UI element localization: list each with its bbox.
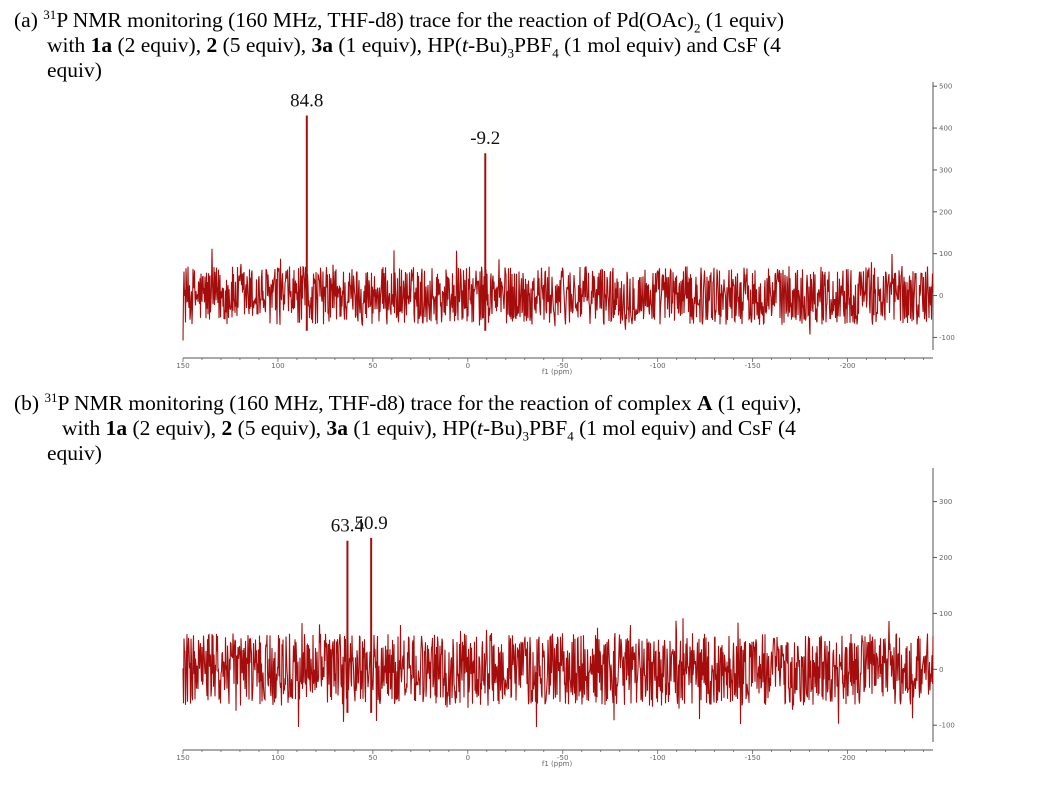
x-tick-label: 50 xyxy=(368,754,377,762)
caption-a-line2-run: (2 equiv), xyxy=(112,33,207,57)
caption-b-line2-run: 2 xyxy=(221,416,233,440)
y-tick-label: 100 xyxy=(939,250,952,258)
caption-b-sup: 31 xyxy=(44,389,58,405)
caption-b-end: (1 equiv), xyxy=(712,391,802,415)
y-tick-label: 0 xyxy=(939,666,943,674)
x-tick-label: -100 xyxy=(650,754,666,762)
caption-a-end: (1 equiv) xyxy=(700,8,785,32)
x-tick-label: 50 xyxy=(368,362,377,370)
x-tick-label: -150 xyxy=(745,362,761,370)
x-axis-label: f1 (ppm) xyxy=(542,760,573,768)
caption-a-sup: 31 xyxy=(43,6,57,22)
caption-a-sub: 2 xyxy=(693,20,701,36)
caption-b-line1: (b) 31P NMR monitoring (160 MHz, THF-d8)… xyxy=(14,391,1020,416)
x-tick-label: 150 xyxy=(176,362,189,370)
x-tick-label: 100 xyxy=(271,362,284,370)
caption-a-line2-run: with xyxy=(47,33,91,57)
caption-a-line2-run: (1 mol equiv) and CsF (4 xyxy=(558,33,781,57)
caption-b-line2-run: 3a xyxy=(326,416,349,440)
caption-b-line2-run: -Bu) xyxy=(483,416,523,440)
caption-a-text: P NMR monitoring (160 MHz, THF-d8) trace… xyxy=(56,8,694,32)
peak-label: -9.2 xyxy=(470,128,500,149)
caption-a-line2-run: 4 xyxy=(552,45,559,61)
caption-a-line2-run: 3a xyxy=(311,33,334,57)
caption-b-line2-run: (2 equiv), xyxy=(127,416,222,440)
caption-b-line2: with 1a (2 equiv), 2 (5 equiv), 3a (1 eq… xyxy=(14,416,1020,444)
y-tick-label: 100 xyxy=(939,610,952,618)
caption-a-line2-run: t xyxy=(462,33,469,57)
y-tick-label: -100 xyxy=(939,334,955,342)
y-tick-label: 200 xyxy=(939,554,952,562)
caption-a-prefix: (a) xyxy=(14,8,44,32)
x-tick-label: 0 xyxy=(466,754,470,762)
caption-a-line2-run: 1a xyxy=(90,33,113,57)
caption-b-line2-run: PBF xyxy=(528,416,568,440)
caption-b-line2-run: (5 equiv), xyxy=(232,416,327,440)
x-tick-label: -150 xyxy=(745,754,761,762)
noise-trace xyxy=(182,248,934,341)
caption-b-bold: A xyxy=(696,391,713,415)
spectrum-trace xyxy=(182,248,934,341)
caption-b: (b) 31P NMR monitoring (160 MHz, THF-d8)… xyxy=(14,391,1020,466)
caption-a-line2-run: (5 equiv), xyxy=(217,33,312,57)
caption-a-line2-run: PBF xyxy=(513,33,553,57)
nmr-spectrum-b: 300 200 100 0 -100 150 100 50 0 -50 -100 -150 -200 f1… xyxy=(176,468,955,768)
caption-a: (a) 31P NMR monitoring (160 MHz, THF-d8)… xyxy=(14,8,1020,83)
caption-b-text: P NMR monitoring (160 MHz, THF-d8) trace… xyxy=(57,391,697,415)
y-tick-label: 0 xyxy=(939,292,943,300)
caption-b-prefix: (b) xyxy=(14,391,45,415)
caption-a-line2-run: (1 equiv), HP( xyxy=(333,33,463,57)
caption-b-line2-run: (1 equiv), HP( xyxy=(348,416,478,440)
spectrum-trace xyxy=(182,618,934,728)
caption-a-line2: with 1a (2 equiv), 2 (5 equiv), 3a (1 eq… xyxy=(14,33,1020,61)
y-tick-label: 300 xyxy=(939,498,952,506)
x-tick-label: -50 xyxy=(557,362,568,370)
y-tick-label: 500 xyxy=(939,83,952,91)
caption-a-line1: (a) 31P NMR monitoring (160 MHz, THF-d8)… xyxy=(14,6,1020,36)
peak-label: 50.9 xyxy=(355,513,388,534)
x-tick-label: 100 xyxy=(271,754,284,762)
x-tick-label: -100 xyxy=(650,362,666,370)
y-tick-label: 300 xyxy=(939,166,952,174)
x-tick-label: -50 xyxy=(557,754,568,762)
caption-b-line2-run: 3 xyxy=(522,428,529,444)
caption-b-line2-run: t xyxy=(477,416,484,440)
peak-label: 84.8 xyxy=(290,91,323,112)
caption-b-line2-run: with xyxy=(62,416,106,440)
caption-b-line2-run: 1a xyxy=(105,416,128,440)
y-tick-label: 400 xyxy=(939,125,952,133)
y-tick-label: 200 xyxy=(939,208,952,216)
caption-a-line2-run: 2 xyxy=(206,33,218,57)
x-tick-label: 0 xyxy=(466,362,470,370)
caption-a-line3: equiv) xyxy=(47,58,102,82)
caption-b-line2-run: (1 mol equiv) and CsF (4 xyxy=(573,416,796,440)
noise-trace xyxy=(182,618,934,728)
x-tick-label: -200 xyxy=(840,754,856,762)
caption-b-line3: equiv) xyxy=(47,441,102,465)
caption-b-line2-run: 4 xyxy=(567,428,574,444)
x-tick-label: 150 xyxy=(176,754,189,762)
caption-a-line2-run: -Bu) xyxy=(468,33,508,57)
peak-label: 63.4 xyxy=(331,516,365,537)
caption-a-line2-run: 3 xyxy=(507,45,514,61)
y-tick-label: -100 xyxy=(939,722,955,730)
x-tick-label: -200 xyxy=(840,362,856,370)
x-axis-label: f1 (ppm) xyxy=(542,368,573,376)
